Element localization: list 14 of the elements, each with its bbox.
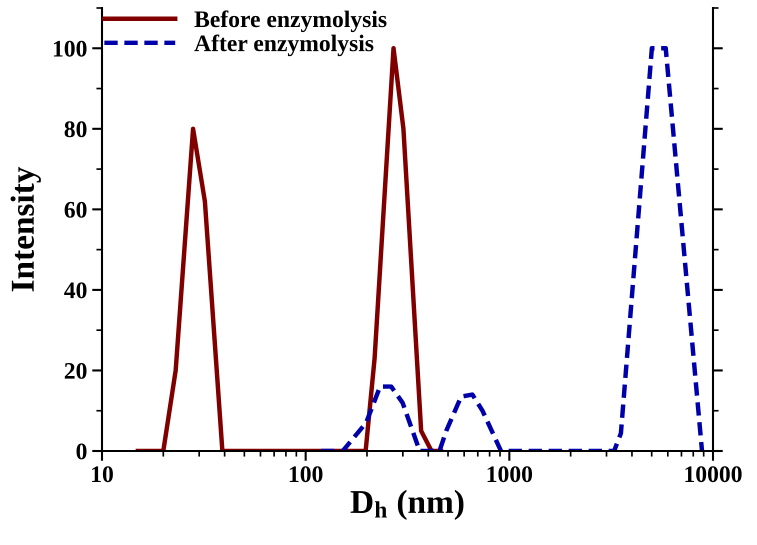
legend-label: Before enzymolysis <box>194 10 387 32</box>
x-tick-label: 10 <box>92 466 113 482</box>
legend-label: After enzymolysis <box>194 34 374 56</box>
y-tick-label: 40 <box>64 282 87 298</box>
x-tick-label: 10000 <box>685 466 742 482</box>
x-axis-title: D$_{h}$ (nm) <box>350 490 464 520</box>
y-tick-label: 0 <box>76 443 87 460</box>
y-tick-label: 100 <box>54 40 87 57</box>
x-tick-label: 1000 <box>488 466 532 482</box>
y-tick-label: 20 <box>64 362 87 379</box>
x-tick-label: 100 <box>290 466 322 482</box>
y-axis-title: Intensity <box>10 166 41 292</box>
y-tick-label: 60 <box>64 202 87 218</box>
y-tick-label: 80 <box>64 121 87 138</box>
